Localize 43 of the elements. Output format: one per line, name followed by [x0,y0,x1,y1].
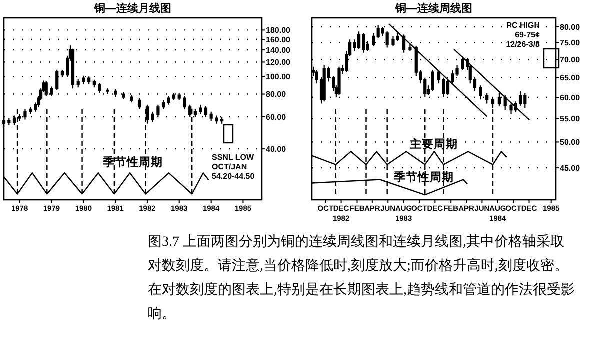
y-tick-label: 80.00 [266,90,287,100]
candlestick [178,92,181,101]
candlestick [106,88,110,95]
candlestick [151,111,154,124]
chart-title: 铜—连续周线图 [394,2,472,15]
y-tick-label: 60.00 [266,112,287,122]
y-tick-label: 50.00 [560,138,581,148]
y-tick-label: 60.00 [560,93,581,102]
annotation: PC HIGH 69-75¢ 12/26-3/8 [506,21,541,49]
y-tick-label: 70.00 [560,56,581,65]
y-tick-label: 180.00 [266,26,292,35]
y-tick-label: 160.00 [266,35,292,44]
candlestick [29,106,32,115]
y-tick-label: 140.00 [266,46,292,55]
y-tick-label: 100.00 [266,72,292,82]
candlestick [60,70,64,78]
candlestick [76,78,80,88]
candlestick [504,94,507,111]
candlestick [92,79,96,88]
y-tick-label: 40.00 [266,144,287,154]
y-tick-label: 55.00 [560,114,581,124]
candlestick [167,96,170,106]
candlestick [130,94,134,104]
candlestick [162,100,166,110]
candlestick [204,105,208,118]
y-tick-label: 75.00 [560,38,581,48]
chart-title: 铜—连续月线图 [94,2,172,15]
y-tick-label: 45.00 [560,164,581,173]
candlestick [210,111,213,122]
candlestick [215,115,218,124]
candlestick [88,76,91,85]
annotation: 季节性周期 [102,155,163,169]
candlestick [199,104,202,115]
candlestick [98,82,102,94]
caption: 图3.7 上面两图分别为铜的连续周线图和连续月线图,其中价格轴采取对数刻度。请注意,当价格降低时,刻度放大;而价格升高时,刻度收密。在对数刻度的图表上,特别是在长期图表上,趋势线和管道的作法很受影响。 [148,234,575,322]
annotation: 主要周期 [409,137,458,151]
y-tick-label: 80.00 [560,22,581,32]
candlestick [8,118,11,126]
annotation: SSNL LOW OCT/JAN 54.20-44.50 [212,153,256,181]
y-tick-label: 65.00 [560,74,581,83]
y-tick-label: 120.00 [266,58,292,68]
candlestick [138,98,142,110]
candlestick [408,44,412,52]
